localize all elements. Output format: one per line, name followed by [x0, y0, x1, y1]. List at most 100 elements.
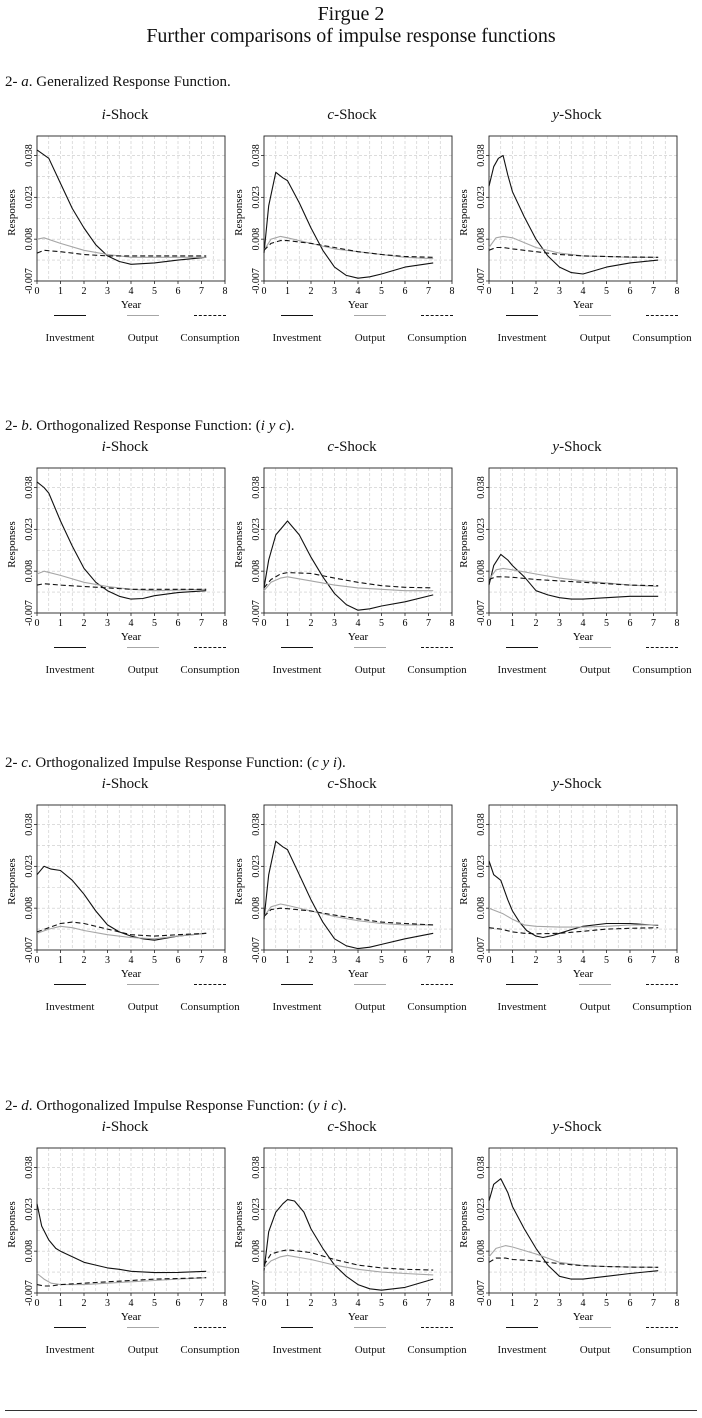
series-output: [263, 1254, 434, 1276]
x-tick-label: 3: [557, 618, 562, 629]
x-tick-label: 4: [129, 618, 134, 629]
x-tick-label: 2: [534, 286, 539, 297]
legend-swatch-investment: [506, 1327, 538, 1328]
x-tick-label: 0: [262, 1298, 267, 1309]
legend-swatch-consumption: [421, 1327, 453, 1328]
x-tick-label: 0: [262, 955, 267, 966]
x-tick-label: 1: [58, 1298, 63, 1309]
x-tick-label: 1: [510, 618, 515, 629]
x-tick-label: 4: [356, 1298, 361, 1309]
y-tick-label: -0.007: [24, 1280, 35, 1306]
figure-subtitle: Further comparisons of impulse response …: [146, 25, 556, 47]
x-tick-label: 5: [379, 618, 384, 629]
legend-swatch-output: [354, 984, 386, 985]
y-axis-label: Responses: [6, 521, 18, 567]
series-investment: [488, 860, 659, 939]
x-tick-label: 4: [129, 286, 134, 297]
x-tick-label: 0: [487, 955, 492, 966]
y-axis-label: Responses: [458, 1201, 470, 1247]
x-tick-label: 1: [510, 955, 515, 966]
x-tick-label: 8: [675, 286, 680, 297]
legend-label-consumption: Consumption: [407, 1001, 467, 1013]
legend-swatch-consumption: [646, 647, 678, 648]
legend-label-output: Output: [127, 1001, 159, 1013]
x-tick-label: 6: [176, 955, 181, 966]
y-axis-label: Responses: [458, 521, 470, 567]
chart-svg: 0 1 2 3 4 5 6 7 8 -0.007 0.008 0.023 0.038 Year Respon…: [6, 804, 228, 980]
x-tick-label: 1: [58, 286, 63, 297]
x-tick-label: 1: [58, 618, 63, 629]
chart-svg: 0 1 2 3 4 5 6 7 8 -0.007 0.008 0.023 0.038 Year Respon…: [458, 135, 680, 311]
y-tick-label: 0.038: [24, 476, 35, 499]
y-tick-label: 0.008: [251, 1240, 262, 1263]
legend-label-output: Output: [354, 1344, 386, 1356]
series-output: [488, 907, 659, 928]
y-tick-label: -0.007: [476, 1280, 487, 1306]
legend-swatch-investment: [506, 647, 538, 648]
y-tick-label: -0.007: [251, 1280, 262, 1306]
x-tick-label: 6: [628, 618, 633, 629]
chart-svg: 0 1 2 3 4 5 6 7 8 -0.007 0.008 0.023 0.038 Year Respon…: [233, 804, 455, 980]
y-tick-label: 0.023: [24, 1198, 35, 1221]
x-tick-label: 8: [450, 618, 455, 629]
series-output: [263, 235, 434, 260]
chart-panel-a-c-shock: c-Shock 0 1 2 3 4 5 6 7 8 -0.007 0.008 0.023 0.038 Yea…: [232, 106, 467, 351]
legend-label-output: Output: [127, 664, 159, 676]
grid: [264, 468, 452, 613]
x-tick-label: 4: [356, 286, 361, 297]
y-tick-label: 0.008: [24, 228, 35, 251]
x-tick-label: 1: [510, 286, 515, 297]
grid: [264, 805, 452, 950]
grid: [37, 136, 225, 281]
legend-swatch-consumption: [421, 647, 453, 648]
y-tick-label: 0.023: [251, 186, 262, 209]
legend-label-output: Output: [127, 1344, 159, 1356]
x-tick-label: 4: [581, 618, 586, 629]
series-output: [36, 570, 207, 592]
legend-label-consumption: Consumption: [632, 1344, 692, 1356]
x-tick-label: 7: [199, 618, 204, 629]
x-tick-label: 2: [82, 618, 87, 629]
x-tick-label: 7: [651, 618, 656, 629]
legend-label-output: Output: [354, 332, 386, 344]
x-tick-label: 4: [581, 955, 586, 966]
x-tick-label: 7: [426, 618, 431, 629]
section-title-a: 2- a. Generalized Response Function.: [5, 74, 231, 90]
chart-panel-c-c-shock: c-Shock 0 1 2 3 4 5 6 7 8 -0.007 0.008 0.023 0.038 Yea…: [232, 775, 467, 1020]
y-tick-label: 0.023: [476, 855, 487, 878]
x-axis-label: Year: [121, 631, 142, 643]
y-tick-label: 0.023: [251, 855, 262, 878]
x-tick-label: 7: [651, 1298, 656, 1309]
legend-label-investment: Investment: [45, 1001, 95, 1013]
y-tick-label: -0.007: [251, 600, 262, 626]
legend-swatch-consumption: [194, 984, 226, 985]
legend-label-investment: Investment: [272, 1001, 322, 1013]
series-investment: [488, 1178, 659, 1280]
y-tick-label: 0.008: [251, 560, 262, 583]
x-tick-label: 6: [628, 286, 633, 297]
x-tick-label: 4: [581, 1298, 586, 1309]
figure-title: Firgue 2: [317, 3, 385, 25]
legend-label-investment: Investment: [45, 664, 95, 676]
chart-svg: 0 1 2 3 4 5 6 7 8 -0.007 0.008 0.023 0.038 Year Respon…: [6, 467, 228, 643]
legend-swatch-investment: [281, 647, 313, 648]
x-tick-label: 2: [82, 286, 87, 297]
x-axis-label: Year: [348, 1311, 369, 1323]
x-tick-label: 0: [262, 618, 267, 629]
y-tick-label: 0.038: [476, 144, 487, 167]
y-tick-label: -0.007: [251, 268, 262, 294]
grid: [264, 1148, 452, 1293]
y-tick-label: 0.023: [24, 855, 35, 878]
legend-label-output: Output: [354, 664, 386, 676]
y-tick-label: 0.038: [251, 476, 262, 499]
legend-label-investment: Investment: [45, 1344, 95, 1356]
legend-label-output: Output: [579, 1001, 611, 1013]
x-tick-label: 1: [58, 955, 63, 966]
x-tick-label: 6: [176, 286, 181, 297]
legend-label-output: Output: [579, 664, 611, 676]
x-tick-label: 8: [223, 286, 228, 297]
legend-swatch-output: [579, 315, 611, 316]
grid: [37, 805, 225, 950]
chart-svg: 0 1 2 3 4 5 6 7 8 -0.007 0.008 0.023 0.038 Year Respon…: [6, 1147, 228, 1323]
chart-panel-d-i-shock: i-Shock 0 1 2 3 4 5 6 7 8 -0.007 0.008 0.023 0.038 Yea…: [5, 1118, 240, 1363]
